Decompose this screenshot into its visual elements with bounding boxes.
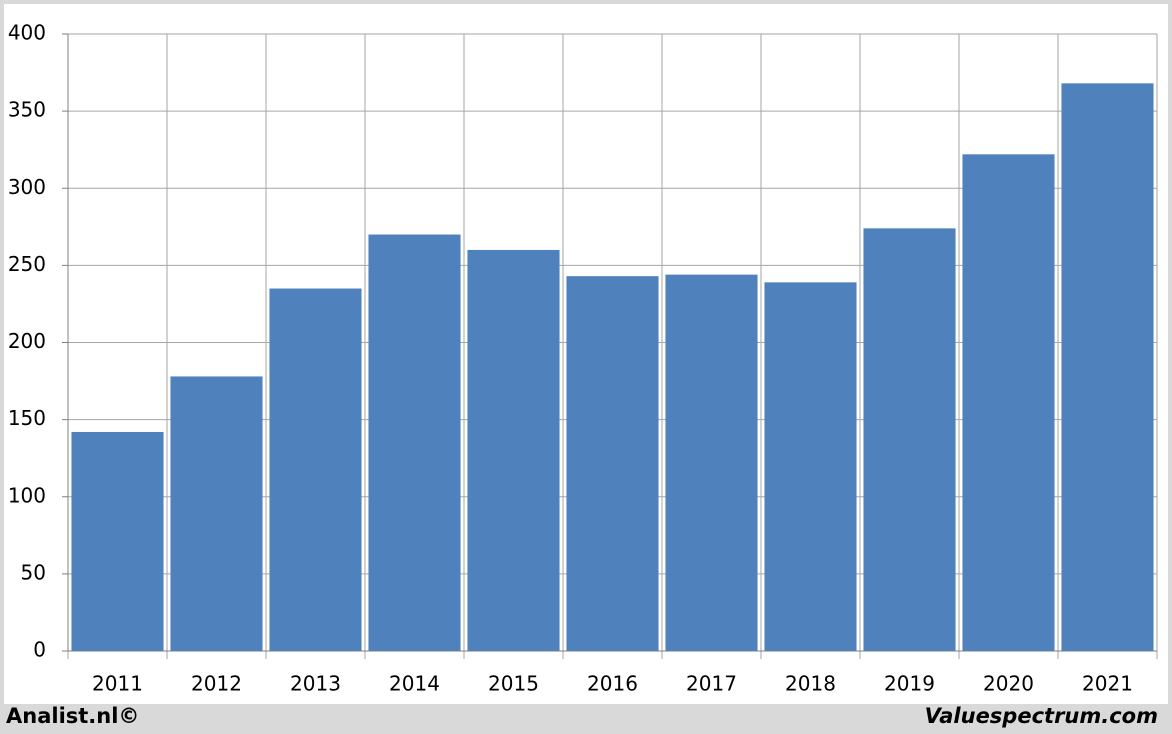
y-tick-label: 100 (8, 483, 46, 507)
y-tick-label: 150 (8, 406, 46, 430)
x-tick-label: 2017 (686, 672, 737, 696)
x-tick-label: 2018 (785, 672, 836, 696)
x-tick-label: 2021 (1082, 672, 1133, 696)
x-tick-label: 2012 (191, 672, 242, 696)
x-tick-label: 2016 (587, 672, 638, 696)
x-tick-label: 2020 (983, 672, 1034, 696)
bar (71, 431, 164, 651)
x-tick-label: 2019 (884, 672, 935, 696)
bar (1061, 83, 1154, 652)
y-tick-label: 50 (21, 560, 46, 584)
x-tick-label: 2011 (92, 672, 143, 696)
y-tick-label: 200 (8, 329, 46, 353)
footer-left: Analist.nl© (6, 704, 139, 728)
y-tick-label: 400 (8, 21, 46, 45)
bar (269, 288, 362, 651)
bar (170, 376, 263, 651)
bar (863, 228, 956, 652)
x-tick-label: 2013 (290, 672, 341, 696)
x-tick-label: 2014 (389, 672, 440, 696)
y-tick-label: 350 (8, 98, 46, 122)
y-tick-label: 0 (33, 638, 46, 662)
bar (764, 282, 857, 651)
bar (368, 234, 461, 651)
bar (467, 249, 560, 651)
bar (566, 276, 659, 651)
y-tick-label: 250 (8, 252, 46, 276)
bar (665, 274, 758, 651)
bar (962, 154, 1055, 651)
footer-right: Valuespectrum.com (925, 704, 1158, 728)
y-tick-label: 300 (8, 175, 46, 199)
x-tick-label: 2015 (488, 672, 539, 696)
